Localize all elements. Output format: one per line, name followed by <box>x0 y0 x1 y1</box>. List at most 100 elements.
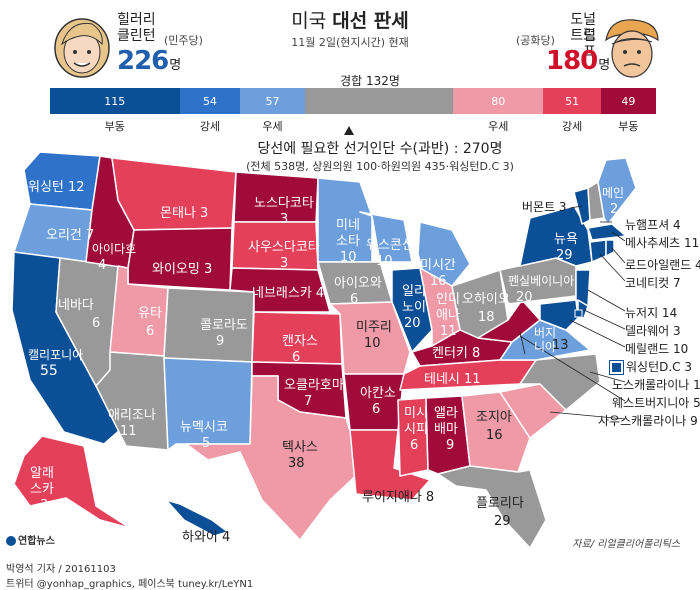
trump-party: (공화당) <box>516 34 555 47</box>
electoral-bar: 115 54 57 80 51 49 <box>50 88 656 114</box>
label-nj: 뉴저지 14 <box>625 306 678 320</box>
label-mo-name: 미주리 <box>356 320 392 335</box>
label-ok-votes: 7 <box>304 394 313 409</box>
label-oh-name: 오하이오 <box>462 292 510 307</box>
label-id-name: 아이다호 <box>92 242 137 256</box>
label-in-1: 인디 <box>436 292 460 307</box>
bar-category-1: 강세 <box>199 120 221 133</box>
title-light: 미국 <box>291 10 327 32</box>
label-ar-votes: 6 <box>372 402 381 417</box>
label-ca-name: 캘리포니아 <box>28 348 84 362</box>
label-mn-votes: 10 <box>340 250 357 265</box>
clinton-party: (민주당) <box>164 34 203 47</box>
label-me-name: 메인 <box>602 186 625 200</box>
bar-category-0: 부동 <box>104 120 125 133</box>
label-nv-name: 네바다 <box>58 298 94 313</box>
label-sd-votes: 3 <box>280 256 289 271</box>
bar-segment-4: 80 <box>453 88 544 114</box>
label-al-1: 앨라 <box>434 406 458 421</box>
label-hi: 하와이 4 <box>182 530 231 545</box>
label-fl-name: 플로리다 <box>476 496 524 511</box>
label-in-votes: 11 <box>440 324 457 339</box>
label-ms-1: 미시 <box>404 406 428 421</box>
label-ar-name: 아칸소 <box>360 386 396 401</box>
label-wv: 웨스트버지니아 5 <box>612 396 700 410</box>
state-wy <box>127 227 233 291</box>
label-nm-name: 뉴멕시코 <box>180 420 228 435</box>
label-ma: 메사추세츠 11 <box>625 236 700 250</box>
label-ri: 로드아일랜드 4 <box>625 258 700 272</box>
state-wi <box>359 211 413 263</box>
label-nc: 노스캐롤라이나 15 <box>612 378 700 392</box>
bar-category-5: 강세 <box>561 120 583 133</box>
label-ia-votes: 6 <box>350 292 359 307</box>
label-mi-votes: 16 <box>430 274 447 289</box>
label-nm-votes: 5 <box>202 436 211 451</box>
label-il-1: 일리 <box>402 284 426 299</box>
dc-marker <box>574 309 583 318</box>
label-nd-votes: 3 <box>280 212 289 227</box>
trump-portrait <box>605 19 659 78</box>
label-ca-votes: 55 <box>40 363 58 379</box>
bar-segment-1: 54 <box>179 88 241 114</box>
dc-icon <box>609 360 624 375</box>
label-ga-name: 조지아 <box>476 410 512 425</box>
credit-line-1: 박영석 기자 / 20161103 <box>6 564 116 575</box>
needed-votes-text: 당선에 필요한 선거인단 수(과반) : 270명 <box>257 141 503 157</box>
bar-segment-2: 57 <box>240 88 305 114</box>
label-wi-name: 위스콘신 <box>366 238 414 253</box>
label-oh-votes: 18 <box>478 310 495 325</box>
chart-title: 미국 대선 판세 <box>0 6 700 33</box>
state-me <box>597 157 637 225</box>
clinton-votes: 226명 <box>117 46 181 76</box>
label-wy: 와이오밍 3 <box>152 262 213 277</box>
label-ms-votes: 6 <box>410 438 419 453</box>
bar-category-6: 부동 <box>618 120 639 133</box>
bar-category-labels: 부동 강세 우세 우세 강세 부동 <box>50 118 656 133</box>
label-ok-name: 오클라호마 <box>284 378 344 393</box>
label-mi-name: 미시간 <box>420 258 456 273</box>
clinton-name-line2: 클린턴 <box>117 28 156 44</box>
state-wv <box>477 299 541 343</box>
label-va-votes: 13 <box>552 338 569 353</box>
yonhap-logo: 연합뉴스 <box>6 532 55 547</box>
label-mn-1: 미네 <box>336 218 360 233</box>
label-co-votes: 9 <box>216 334 225 349</box>
bar-category-4: 우세 <box>488 120 509 133</box>
label-nd-name: 노스다코타 <box>254 196 314 211</box>
trump-name-line2: 트럼프 <box>570 28 596 60</box>
bar-segment-0: 115 <box>50 88 180 114</box>
label-ky: 켄터키 8 <box>432 346 481 361</box>
state-ny <box>519 205 593 267</box>
label-me-votes: 2 <box>610 202 619 217</box>
trump-votes: 180명 <box>546 46 610 76</box>
state-mn <box>317 177 373 263</box>
state-hi <box>165 499 229 537</box>
label-in-2: 애나 <box>436 308 460 323</box>
state-ct <box>589 239 607 263</box>
label-mo-votes: 10 <box>364 336 381 351</box>
state-il <box>391 267 433 353</box>
label-ne: 네브래스카 4 <box>252 286 325 301</box>
label-ak-2: 스카 <box>30 482 54 497</box>
state-la <box>349 429 431 501</box>
label-ny-votes: 29 <box>556 248 573 263</box>
label-tn: 테네시 11 <box>424 372 481 387</box>
label-pa-votes: 20 <box>516 290 533 305</box>
label-ut-name: 유타 <box>138 306 162 321</box>
title-bold: 대선 판세 <box>332 10 409 32</box>
label-ak-1: 알래 <box>30 466 54 481</box>
source-note: 자료/ 리얼클리어폴리틱스 <box>572 539 680 550</box>
label-la: 루이지애나 8 <box>362 490 435 505</box>
label-nv-votes: 6 <box>92 316 101 331</box>
state-ak <box>13 435 131 529</box>
label-nh: 뉴햄프셔 4 <box>625 218 681 232</box>
label-sc: 사우스캐롤라이나 9 <box>598 414 698 428</box>
label-ga-votes: 16 <box>486 428 503 443</box>
label-id-votes: 4 <box>98 258 107 273</box>
label-ks-name: 캔자스 <box>282 334 318 349</box>
label-ms-2: 시피 <box>404 422 428 437</box>
label-tx-name: 텍사스 <box>282 440 318 455</box>
label-wi-votes: 10 <box>376 254 393 269</box>
